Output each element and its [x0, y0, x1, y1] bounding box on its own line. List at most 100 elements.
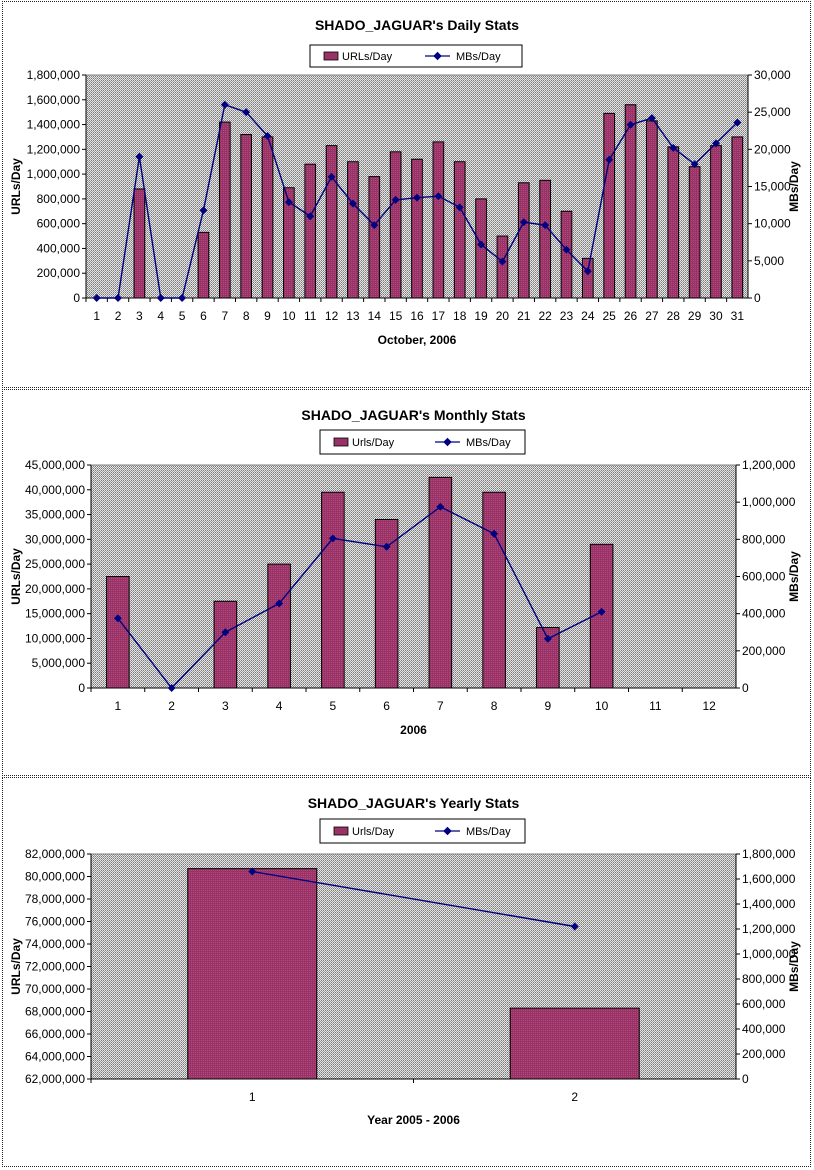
mbs-point — [712, 139, 720, 148]
y-axis-title: URLs/Day — [9, 938, 23, 995]
x-tick-label: 17 — [432, 309, 446, 323]
mbs-point — [543, 634, 552, 643]
bar — [731, 136, 744, 299]
y2-axis-title: MBs/Day — [787, 551, 801, 602]
mbs-point — [263, 131, 272, 140]
chart-legend: Urls/Day MBs/Day — [319, 429, 526, 455]
x-tick-label: 11 — [649, 699, 662, 713]
x-tick-label: 8 — [491, 699, 498, 713]
x-tick-label: 21 — [517, 309, 531, 323]
legend-line-marker — [433, 51, 442, 61]
y2-tick-label: 1,000,000 — [742, 495, 796, 509]
x-tick-label: 9 — [545, 699, 552, 713]
y2-tick-label: 20,000 — [754, 142, 791, 156]
y-axis-title: URLs/Day — [9, 548, 23, 605]
mbs-line — [252, 870, 575, 928]
mbs-point — [275, 599, 284, 608]
legend-box — [309, 44, 523, 68]
mbs-point — [199, 206, 208, 215]
y-tick-label: 0 — [73, 291, 80, 305]
y-tick-label: 76,000,000 — [25, 915, 85, 929]
bar — [261, 136, 274, 299]
x-tick-label: 26 — [624, 309, 638, 323]
x-tick-label: 12 — [325, 309, 339, 323]
y2-tick-label: 600,000 — [742, 997, 786, 1011]
bar — [411, 158, 423, 299]
legend-box — [319, 429, 526, 455]
y-axis-title: URLs/Day — [9, 158, 23, 215]
bar — [509, 1007, 640, 1080]
bar — [283, 187, 295, 299]
bar — [325, 145, 338, 299]
y2-tick-label: 1,400,000 — [742, 897, 796, 911]
x-tick-label: 7 — [221, 309, 228, 323]
bar — [496, 235, 509, 299]
legend-bar-label: Urls/Day — [352, 437, 395, 449]
y2-tick-label: 5,000 — [754, 254, 784, 268]
mbs-point — [541, 221, 550, 230]
y2-tick-label: 0 — [754, 291, 761, 305]
mbs-point — [498, 257, 507, 266]
x-tick-label: 20 — [496, 309, 510, 323]
y-tick-label: 600,000 — [37, 217, 81, 231]
y-tick-label: 800,000 — [37, 192, 81, 206]
x-tick-label: 6 — [383, 699, 390, 713]
bar — [106, 576, 130, 689]
y2-tick-label: 1,000,000 — [742, 947, 796, 961]
legend-bar-label: URLs/Day — [342, 51, 393, 63]
y-tick-label: 1,800,000 — [27, 68, 81, 82]
x-tick-label: 1 — [93, 309, 100, 323]
bar — [197, 231, 210, 299]
y-tick-label: 72,000,000 — [25, 960, 85, 974]
mbs-point — [327, 172, 336, 181]
bar — [432, 141, 445, 299]
y2-tick-label: 800,000 — [742, 532, 786, 546]
chart-title: SHADO_JAGUAR's Yearly Stats — [308, 795, 520, 811]
y-tick-label: 80,000,000 — [25, 870, 85, 884]
y2-tick-label: 400,000 — [742, 1022, 786, 1036]
y2-tick-label: 1,600,000 — [742, 872, 796, 886]
x-tick-label: 4 — [157, 309, 164, 323]
y-tick-label: 5,000,000 — [32, 656, 86, 670]
chart-title: SHADO_JAGUAR's Daily Stats — [315, 17, 519, 33]
bar — [213, 600, 238, 689]
y-tick-label: 20,000,000 — [25, 582, 85, 596]
bar — [368, 176, 381, 299]
y-tick-label: 10,000,000 — [25, 631, 85, 645]
mbs-point — [490, 529, 499, 538]
bar — [218, 121, 231, 299]
legend-box — [319, 818, 526, 844]
mbs-point — [455, 203, 464, 212]
bar — [187, 868, 318, 1080]
y-tick-label: 0 — [78, 681, 85, 695]
y2-tick-label: 1,200,000 — [742, 458, 796, 472]
bar — [321, 491, 345, 689]
bar — [347, 161, 359, 299]
x-tick-label: 12 — [702, 699, 716, 713]
bar — [389, 151, 402, 299]
x-axis-title: 2006 — [400, 723, 427, 737]
x-tick-label: 31 — [731, 309, 745, 323]
y2-tick-label: 200,000 — [742, 644, 786, 658]
x-tick-label: 23 — [560, 309, 574, 323]
x-tick-label: 2 — [571, 1090, 578, 1104]
y2-tick-label: 0 — [742, 681, 749, 695]
y-tick-label: 40,000,000 — [25, 483, 85, 497]
y2-axis-title: MBs/Day — [787, 941, 801, 992]
x-tick-label: 2 — [115, 309, 122, 323]
x-tick-label: 30 — [709, 309, 723, 323]
mbs-point — [220, 100, 229, 109]
bar — [688, 166, 701, 299]
x-tick-label: 7 — [437, 699, 444, 713]
mbs-point — [477, 240, 486, 249]
mbs-point — [605, 155, 614, 164]
y-tick-label: 1,000,000 — [27, 167, 81, 181]
x-tick-label: 11 — [304, 309, 317, 323]
y-tick-label: 1,600,000 — [27, 93, 81, 107]
yearly-stats-chart: SHADO_JAGUAR's Yearly Stats Urls/Day MBs/D… — [9, 795, 801, 1127]
y2-axis-title: MBs/Day — [787, 161, 801, 212]
y-tick-label: 35,000,000 — [25, 508, 85, 522]
mbs-point — [669, 143, 678, 152]
x-tick-label: 25 — [603, 309, 617, 323]
mbs-point — [178, 294, 187, 302]
